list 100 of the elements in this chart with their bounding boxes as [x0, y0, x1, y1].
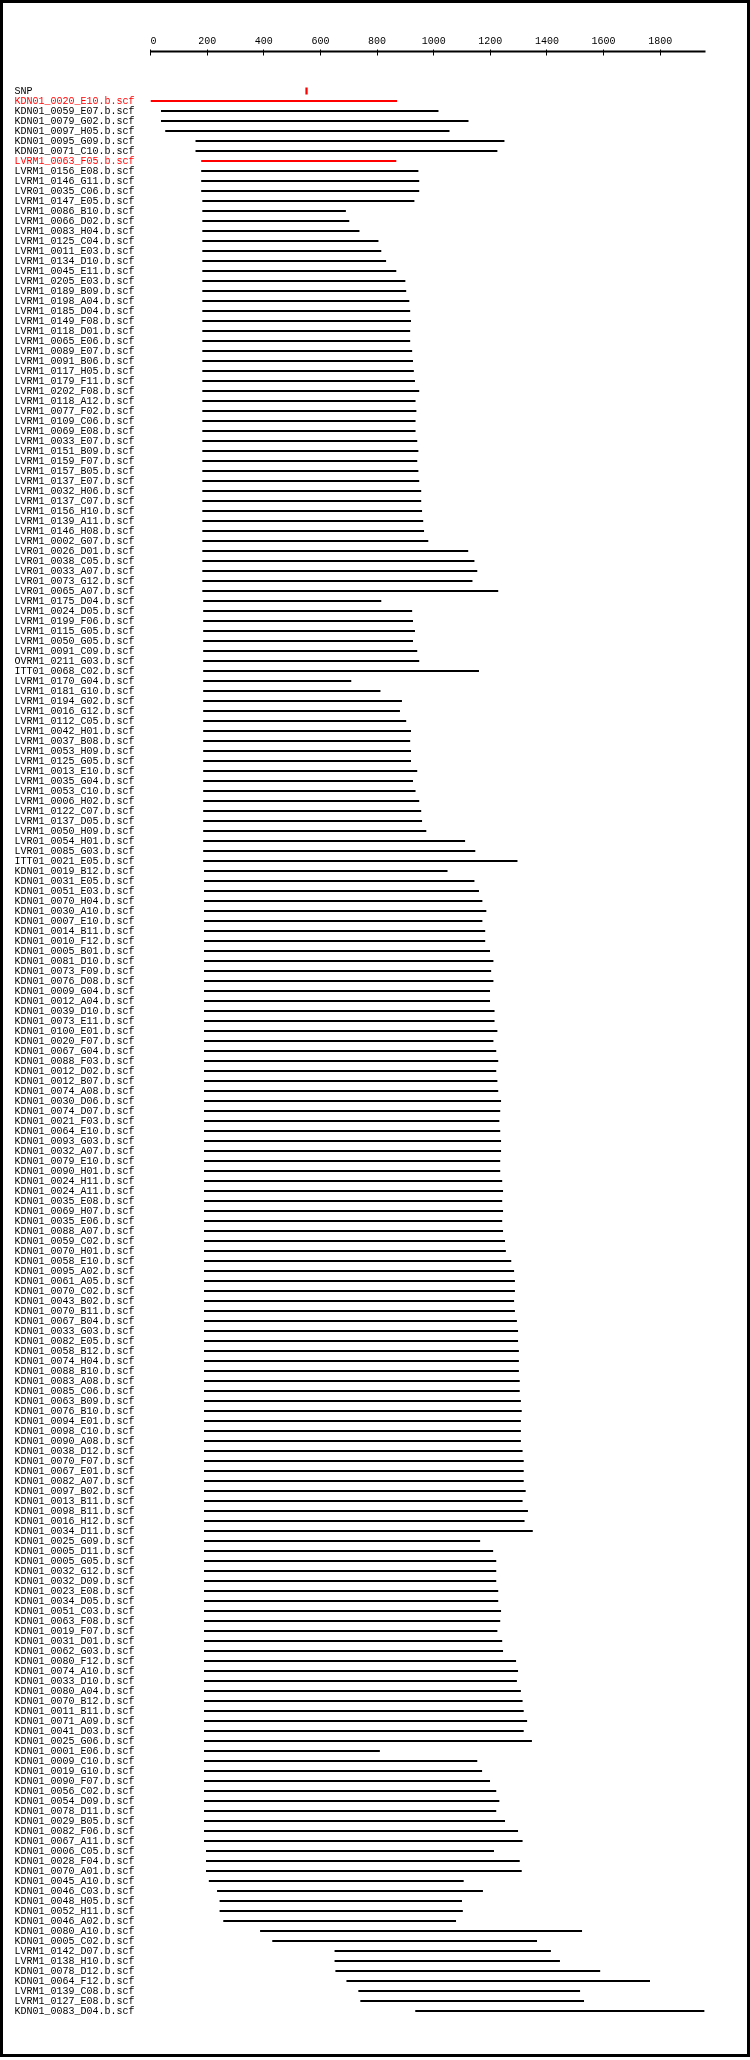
- bar: [204, 1020, 495, 1022]
- bar: [204, 1110, 501, 1112]
- y-tick-label: KDN01_0024_H11.b.scf: [14, 1175, 135, 1187]
- y-tick-label: KDN01_0054_D09.b.scf: [14, 1795, 135, 1807]
- bar: [204, 1650, 504, 1652]
- bar: [260, 1930, 583, 1932]
- bar: [203, 770, 418, 772]
- y-tick-label: LVRM1_0053_C10.b.scf: [14, 785, 135, 797]
- bar: [204, 1150, 502, 1152]
- bar: [203, 650, 418, 652]
- y-tick-label: KDN01_0070_B12.b.scf: [14, 1695, 135, 1707]
- bar: [204, 1550, 494, 1552]
- y-tick-label: KDN01_0007_E10.b.scf: [14, 915, 135, 927]
- bar: [204, 1120, 500, 1122]
- y-tick-label: KDN01_0019_B12.b.scf: [14, 865, 135, 877]
- y-tick-label: LVRM1_0037_B08.b.scf: [14, 735, 135, 747]
- y-tick-label: KDN01_0021_F03.b.scf: [14, 1115, 135, 1127]
- bar: [202, 450, 419, 452]
- bar: [195, 150, 498, 152]
- bar: [204, 920, 483, 922]
- bar: [204, 1300, 515, 1302]
- y-tick-label: LVRM1_0137_E07.b.scf: [14, 475, 135, 487]
- y-tick-label: OVRM1_0211_G03.b.scf: [14, 655, 135, 667]
- bar: [202, 420, 416, 422]
- bar: [204, 1270, 515, 1272]
- y-tick-label: LVRM1_0156_E08.b.scf: [14, 165, 135, 177]
- bar: [204, 1760, 478, 1762]
- y-tick-label: KDN01_0080_F12.b.scf: [14, 1655, 135, 1667]
- bar: [204, 1540, 481, 1542]
- y-tick-label: LVRM1_0185_D04.b.scf: [14, 305, 135, 317]
- bar: [204, 1490, 526, 1492]
- y-tick-label: LVRM1_0032_H06.b.scf: [14, 485, 135, 497]
- bar: [346, 1980, 650, 1982]
- y-tick-label: LVRM1_0112_C05.b.scf: [14, 715, 135, 727]
- bar: [204, 1740, 532, 1742]
- bar: [203, 830, 427, 832]
- bar: [203, 750, 412, 752]
- y-tick-label: LVRM1_0175_D04.b.scf: [14, 595, 135, 607]
- bar: [204, 1520, 525, 1522]
- y-tick-label: KDN01_0005_D11.b.scf: [14, 1545, 135, 1557]
- y-tick-label: KDN01_0005_C02.b.scf: [14, 1935, 135, 1947]
- y-tick-label: KDN01_0020_E10.b.scf: [14, 95, 135, 107]
- bar: [204, 910, 487, 912]
- y-tick-label: KDN01_0071_A09.b.scf: [14, 1715, 135, 1727]
- y-tick-label: KDN01_0012_A04.b.scf: [14, 995, 135, 1007]
- y-tick-label: KDN01_0024_A11.b.scf: [14, 1185, 135, 1197]
- y-tick-label: KDN01_0069_H07.b.scf: [14, 1205, 135, 1217]
- y-tick-label: KDN01_0035_E06.b.scf: [14, 1215, 135, 1227]
- y-tick-label: LVRM1_0063_F05.b.scf: [14, 155, 135, 167]
- bar: [204, 1360, 519, 1362]
- y-tick-label: KDN01_0059_E07.b.scf: [14, 105, 135, 117]
- bar: [203, 710, 400, 712]
- bar: [204, 1130, 501, 1132]
- y-tick-label: KDN01_0051_E03.b.scf: [14, 885, 135, 897]
- y-tick-label: LVRM1_0202_F08.b.scf: [14, 385, 135, 397]
- bar: [204, 1750, 380, 1752]
- x-tick-label: 600: [311, 35, 330, 47]
- bar: [204, 1050, 497, 1052]
- bar: [204, 1280, 515, 1282]
- bar: [204, 1420, 521, 1422]
- y-tick-label: LVR01_0054_H01.b.scf: [14, 835, 135, 847]
- x-tick-label: 400: [254, 35, 273, 47]
- bar: [202, 480, 420, 482]
- bar: [204, 1100, 502, 1102]
- y-tick-label: LVR01_0035_C06.b.scf: [14, 185, 135, 197]
- y-tick-label: KDN01_0070_C02.b.scf: [14, 1285, 135, 1297]
- y-tick-label: LVRM1_0151_B09.b.scf: [14, 445, 135, 457]
- y-tick-label: LVRM1_0045_E11.b.scf: [14, 265, 135, 277]
- y-tick-label: LVR01_0085_G03.b.scf: [14, 845, 135, 857]
- y-tick-label: KDN01_0095_G09.b.scf: [14, 135, 135, 147]
- y-tick-label: KDN01_0083_A08.b.scf: [14, 1375, 135, 1387]
- y-tick-label: KDN01_0067_A11.b.scf: [14, 1835, 135, 1847]
- y-tick-label: KDN01_0080_A10.b.scf: [14, 1925, 135, 1937]
- y-tick-label: LVRM1_0024_D05.b.scf: [14, 605, 135, 617]
- y-tick-label: LVRM1_0050_G05.b.scf: [14, 635, 135, 647]
- bar: [204, 1440, 521, 1442]
- y-tick-label: LVRM1_0194_G02.b.scf: [14, 695, 135, 707]
- bar: [202, 380, 415, 382]
- y-tick-label: LVRM1_0205_E03.b.scf: [14, 275, 135, 287]
- x-tick-label: 800: [368, 35, 387, 47]
- y-tick-label: KDN01_0006_C05.b.scf: [14, 1845, 135, 1857]
- y-tick-label: KDN01_0013_B11.b.scf: [14, 1495, 135, 1507]
- y-tick-label: KDN01_0038_D12.b.scf: [14, 1445, 135, 1457]
- y-tick-label: KDN01_0033_G03.b.scf: [14, 1325, 135, 1337]
- bar: [206, 1850, 494, 1852]
- y-tick-label: KDN01_0097_H05.b.scf: [14, 125, 135, 137]
- bar: [202, 210, 346, 212]
- y-tick-label: LVRM1_0013_E10.b.scf: [14, 765, 135, 777]
- y-tick-label: LVRM1_0149_F08.b.scf: [14, 315, 135, 327]
- bar: [204, 1070, 497, 1072]
- bar: [160, 110, 439, 112]
- bar: [204, 1790, 497, 1792]
- y-tick-label: KDN01_0094_E01.b.scf: [14, 1415, 135, 1427]
- y-tick-label: KDN01_0025_G09.b.scf: [14, 1535, 135, 1547]
- y-tick-label: KDN01_0010_F12.b.scf: [14, 935, 135, 947]
- bar: [204, 930, 486, 932]
- y-tick-label: LVRM1_0125_G05.b.scf: [14, 755, 135, 767]
- bar: [204, 1470, 524, 1472]
- bar: [202, 300, 410, 302]
- bar: [202, 330, 411, 332]
